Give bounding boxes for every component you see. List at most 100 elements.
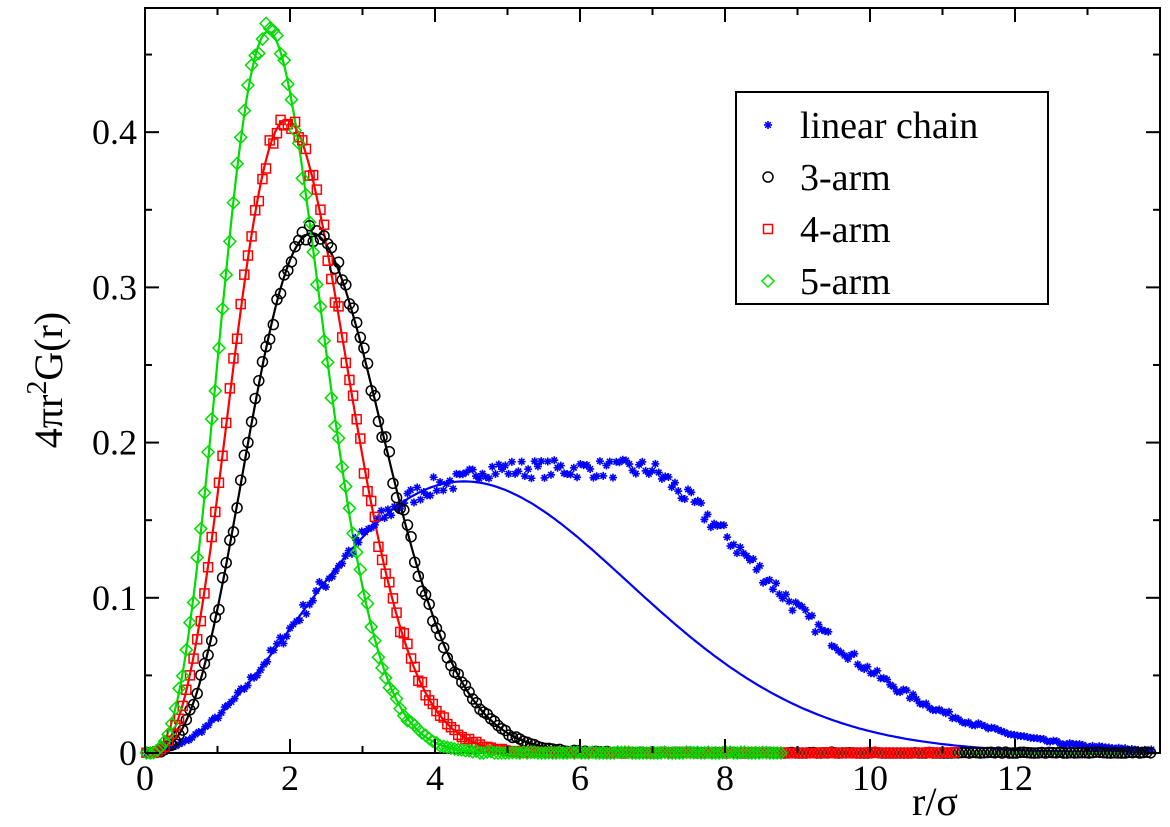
- data-marker: [215, 301, 230, 316]
- y-tick-label: 0: [119, 733, 137, 773]
- x-tick-label: 10: [852, 758, 888, 798]
- data-marker: [302, 609, 311, 618]
- data-marker: [498, 745, 513, 761]
- data-marker: [298, 187, 314, 202]
- data-marker: [266, 23, 281, 38]
- data-marker: [723, 533, 732, 542]
- data-marker: [256, 356, 269, 368]
- data-marker: [920, 747, 932, 759]
- data-marker: [226, 195, 241, 210]
- data-marker: [603, 745, 618, 761]
- y-tick-label: 0.4: [92, 112, 137, 152]
- data-marker: [271, 127, 283, 139]
- data-marker: [768, 585, 777, 594]
- data-marker: [533, 462, 542, 471]
- data-marker: [306, 244, 321, 260]
- data-marker: [625, 460, 634, 469]
- legend-label: 5-arm: [800, 261, 891, 303]
- data-marker: [220, 557, 232, 569]
- data-marker: [387, 593, 399, 604]
- data-marker: [197, 485, 212, 500]
- data-marker: [488, 462, 497, 471]
- data-marker: [924, 746, 935, 758]
- data-marker: [949, 746, 961, 758]
- data-marker: [244, 58, 259, 73]
- data-marker: [398, 628, 410, 639]
- data-marker: [524, 465, 533, 474]
- data-marker: [242, 250, 254, 261]
- data-marker: [697, 498, 706, 507]
- data-marker: [282, 632, 291, 641]
- data-marker: [715, 745, 730, 760]
- data-marker: [190, 550, 205, 565]
- data-marker: [228, 353, 239, 364]
- data-marker: [378, 670, 393, 685]
- data-marker: [354, 538, 363, 547]
- data-marker: [466, 693, 479, 705]
- data-marker: [273, 46, 288, 61]
- data-marker: [342, 501, 357, 516]
- data-marker: [269, 646, 278, 655]
- data-marker: [442, 718, 453, 730]
- data-marker: [607, 745, 622, 761]
- x-tick-label: 2: [281, 758, 299, 798]
- data-marker: [416, 585, 428, 597]
- data-marker: [501, 461, 510, 470]
- data-marker: [426, 491, 435, 500]
- data-marker: [193, 521, 208, 536]
- data-marker: [259, 16, 274, 31]
- data-marker: [143, 745, 158, 761]
- data-marker: [959, 746, 972, 759]
- data-marker: [437, 641, 450, 654]
- data-marker: [260, 163, 272, 174]
- data-marker: [349, 545, 364, 560]
- data-marker: [311, 184, 323, 195]
- data-marker: [732, 549, 741, 558]
- data-marker: [436, 478, 445, 487]
- data-marker: [279, 639, 288, 648]
- data-marker: [423, 695, 435, 706]
- data-marker: [253, 375, 265, 387]
- legend-entries: linear chain 3-arm 4-arm 5-arm: [760, 105, 978, 303]
- data-marker: [1101, 747, 1113, 759]
- data-marker: [276, 633, 285, 642]
- data-marker: [262, 21, 277, 36]
- data-marker: [146, 745, 161, 760]
- data-marker: [781, 590, 790, 599]
- data-marker: [367, 633, 382, 648]
- data-marker: [772, 579, 781, 588]
- data-marker: [332, 256, 345, 269]
- data-marker: [1025, 747, 1037, 759]
- data-marker: [240, 78, 256, 93]
- data-marker: [285, 256, 298, 268]
- data-marker: [801, 605, 810, 614]
- data-marker: [456, 676, 468, 688]
- data-marker: [324, 390, 339, 405]
- data-marker: [344, 374, 355, 386]
- data-marker: [333, 301, 344, 312]
- data-marker: [321, 583, 330, 592]
- data-marker: [434, 710, 446, 721]
- data-marker: [161, 727, 176, 742]
- data-marker: [491, 469, 500, 478]
- data-marker: [650, 745, 665, 761]
- data-marker: [376, 554, 388, 566]
- data-marker: [246, 231, 257, 242]
- data-marker: [208, 383, 223, 398]
- data-marker: [288, 123, 303, 138]
- data-marker: [520, 472, 529, 481]
- data-marker: [517, 457, 526, 466]
- data-marker: [556, 461, 565, 470]
- data-marker: [206, 531, 217, 543]
- data-marker: [409, 661, 420, 673]
- data-marker: [413, 675, 424, 687]
- data-marker: [527, 474, 536, 483]
- data-marker: [365, 495, 377, 507]
- data-marker: [459, 679, 472, 692]
- data-marker: [1068, 747, 1081, 759]
- data-marker: [312, 586, 321, 595]
- data-marker: [179, 642, 194, 657]
- data-marker: [300, 234, 312, 246]
- data-marker: [393, 701, 408, 716]
- data-marker: [1017, 746, 1030, 759]
